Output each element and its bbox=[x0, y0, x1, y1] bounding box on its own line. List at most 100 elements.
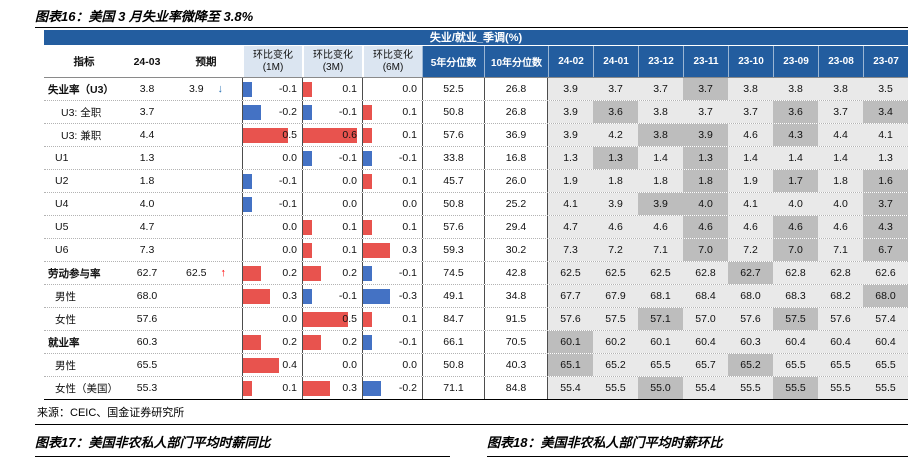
pct10y-value: 40.3 bbox=[484, 354, 548, 376]
change-databar bbox=[363, 381, 381, 396]
mom-change-3m-cell: -0.1 bbox=[302, 285, 362, 307]
current-value: 55.3 bbox=[136, 382, 158, 394]
mom-change-6m-cell: -0.3 bbox=[362, 285, 422, 307]
history-value-24-02: 3.9 bbox=[548, 124, 593, 146]
pct10y-value: 42.8 bbox=[484, 262, 548, 284]
history-value-24-02: 3.9 bbox=[548, 78, 593, 100]
source-note: 来源：CEIC、国金证券研究所 bbox=[37, 407, 185, 419]
pct5y-value: 50.8 bbox=[422, 101, 484, 123]
row-label: 劳动参与率 bbox=[48, 267, 101, 280]
expected-cell bbox=[170, 354, 242, 376]
mom-change-value: 0.0 bbox=[402, 83, 417, 95]
history-value-23-11: 62.8 bbox=[683, 262, 728, 284]
mom-change-value: 0.3 bbox=[402, 244, 417, 256]
header-history-23-10: 23-10 bbox=[728, 46, 773, 77]
expected-cell bbox=[170, 239, 242, 261]
pct5y-value: 59.3 bbox=[422, 239, 484, 261]
history-value-23-12: 62.5 bbox=[638, 262, 683, 284]
header-history-23-12: 23-12 bbox=[638, 46, 683, 77]
history-value-23-10: 62.7 bbox=[728, 262, 773, 284]
mom-change-6m-cell: 0.1 bbox=[362, 124, 422, 146]
history-value-23-11: 3.7 bbox=[683, 78, 728, 100]
pct10y-value: 26.0 bbox=[484, 170, 548, 192]
history-value-23-12: 1.4 bbox=[638, 147, 683, 169]
row-label: 失业率（U3） bbox=[48, 83, 114, 96]
mom-change-3m-cell: 0.0 bbox=[302, 193, 362, 215]
history-value-23-09: 57.5 bbox=[773, 308, 818, 330]
history-value-24-01: 1.3 bbox=[593, 147, 638, 169]
pct5y-value: 84.7 bbox=[422, 308, 484, 330]
header-current-month: 24-03 bbox=[124, 46, 170, 77]
row-label: U2 bbox=[55, 175, 69, 187]
mom-change-6m-cell: 0.1 bbox=[362, 216, 422, 238]
expected-cell: 62.5 ↑ bbox=[170, 262, 242, 284]
mom-change-1m-cell: 0.2 bbox=[242, 262, 302, 284]
mom-change-value: 0.1 bbox=[402, 175, 417, 187]
mom-change-value: -0.1 bbox=[338, 290, 357, 302]
history-value-23-08: 3.7 bbox=[818, 101, 863, 123]
mom-change-value: -0.3 bbox=[398, 290, 417, 302]
mom-change-3m-cell: 0.5 bbox=[302, 308, 362, 330]
history-value-23-08: 57.6 bbox=[818, 308, 863, 330]
change-databar bbox=[363, 312, 372, 327]
pct10y-value: 16.8 bbox=[484, 147, 548, 169]
history-value-23-09: 3.6 bbox=[773, 101, 818, 123]
table-row: U1 1.3 0.0 -0.1 -0.1 33.8 16.8 1.3 1.3 1.4 1.3 1.4 1… bbox=[44, 147, 908, 170]
history-value-23-12: 57.1 bbox=[638, 308, 683, 330]
row-label: U1 bbox=[55, 152, 69, 164]
expected-cell bbox=[170, 101, 242, 123]
table-body: 失业率（U3） 3.8 3.9 ↓ -0.1 0.1 0.0 52.5 26.8 3.9 3.7 3.… bbox=[44, 78, 908, 400]
change-databar bbox=[363, 335, 372, 350]
history-value-24-01: 62.5 bbox=[593, 262, 638, 284]
history-value-23-10: 1.4 bbox=[728, 147, 773, 169]
mom-change-6m-cell: -0.1 bbox=[362, 262, 422, 284]
mom-change-1m-cell: 0.5 bbox=[242, 124, 302, 146]
row-label: U3: 兼职 bbox=[61, 129, 102, 142]
history-value-23-12: 3.7 bbox=[638, 78, 683, 100]
history-value-23-09: 62.8 bbox=[773, 262, 818, 284]
history-value-23-07: 62.6 bbox=[863, 262, 908, 284]
pct10y-value: 26.8 bbox=[484, 101, 548, 123]
history-value-23-07: 6.7 bbox=[863, 239, 908, 261]
change-databar bbox=[303, 266, 321, 281]
history-value-23-11: 3.7 bbox=[683, 101, 728, 123]
history-value-24-02: 65.1 bbox=[548, 354, 593, 376]
mom-change-value: 0.1 bbox=[342, 221, 357, 233]
current-value: 7.3 bbox=[139, 244, 155, 256]
pct10y-value: 26.8 bbox=[484, 78, 548, 100]
change-databar bbox=[303, 105, 312, 120]
history-value-23-09: 4.0 bbox=[773, 193, 818, 215]
mom-change-value: -0.2 bbox=[398, 382, 417, 394]
mom-change-1m-cell: 0.3 bbox=[242, 285, 302, 307]
mom-change-3m-cell: -0.1 bbox=[302, 101, 362, 123]
history-value-24-02: 62.5 bbox=[548, 262, 593, 284]
mom-change-value: 0.0 bbox=[402, 198, 417, 210]
history-value-23-07: 57.4 bbox=[863, 308, 908, 330]
change-databar bbox=[303, 289, 312, 304]
row-label: 男性 bbox=[55, 290, 76, 303]
change-databar bbox=[303, 151, 312, 166]
history-value-23-07: 60.4 bbox=[863, 331, 908, 353]
history-value-23-09: 4.6 bbox=[773, 216, 818, 238]
history-value-23-10: 3.8 bbox=[728, 78, 773, 100]
mom-change-value: 0.3 bbox=[282, 290, 297, 302]
mom-change-value: 0.2 bbox=[282, 336, 297, 348]
change-databar bbox=[243, 335, 261, 350]
history-value-23-07: 65.5 bbox=[863, 354, 908, 376]
header-history-23-08: 23-08 bbox=[818, 46, 863, 77]
history-value-23-12: 68.1 bbox=[638, 285, 683, 307]
history-value-24-01: 3.6 bbox=[593, 101, 638, 123]
mom-change-1m-cell: 0.0 bbox=[242, 147, 302, 169]
mom-change-value: 0.0 bbox=[342, 175, 357, 187]
mom-change-value: 0.3 bbox=[342, 382, 357, 394]
mom-change-value: 0.0 bbox=[342, 359, 357, 371]
table-row: 女性（美国） 55.3 0.1 0.3 -0.2 71.1 84.8 55.4 55.5 55.0… bbox=[44, 377, 908, 400]
change-databar bbox=[243, 105, 261, 120]
table-row: U3: 兼职 4.4 0.5 0.6 0.1 57.6 36.9 3.9 4.2 3.8 3.9 4.… bbox=[44, 124, 908, 147]
history-value-23-11: 7.0 bbox=[683, 239, 728, 261]
mom-change-value: 0.0 bbox=[282, 221, 297, 233]
history-value-24-02: 1.9 bbox=[548, 170, 593, 192]
history-value-23-12: 3.9 bbox=[638, 193, 683, 215]
change-databar bbox=[303, 243, 312, 258]
